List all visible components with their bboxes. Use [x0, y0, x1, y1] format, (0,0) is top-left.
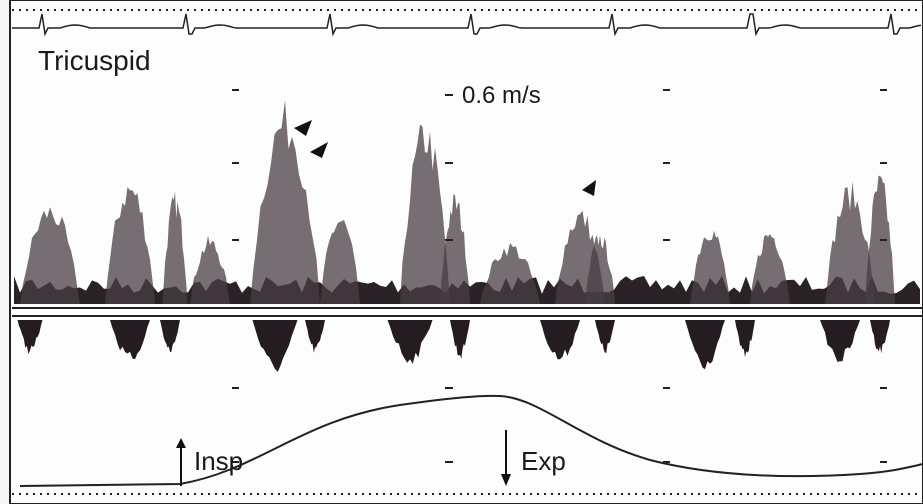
- insp-arrow-head: [176, 438, 186, 448]
- respiration-curve: [19, 394, 923, 487]
- doppler-envelope: [480, 243, 540, 304]
- doppler-envelope: [585, 235, 615, 304]
- doppler-envelope: [250, 100, 320, 304]
- arrowhead-marker: [294, 120, 312, 136]
- doppler-envelope: [750, 234, 790, 304]
- doppler-reverse: [450, 320, 470, 359]
- doppler-reverse: [870, 320, 890, 354]
- doppler-reverse: [735, 320, 755, 358]
- doppler-envelope: [162, 191, 188, 304]
- doppler-reverse: [820, 320, 860, 362]
- title: Tricuspid: [38, 45, 151, 76]
- doppler-reverse: [387, 320, 433, 364]
- exp-arrow-head: [501, 474, 511, 486]
- arrowhead-marker: [310, 142, 328, 158]
- ecg-trace: [12, 13, 922, 37]
- doppler-reverse: [110, 320, 150, 360]
- doppler-envelope: [105, 187, 155, 304]
- arrowhead-marker: [582, 180, 596, 196]
- doppler-reverse: [160, 320, 180, 352]
- scale-label: 0.6 m/s: [462, 82, 541, 109]
- doppler-reverse: [685, 320, 725, 370]
- doppler-envelope: [690, 230, 730, 304]
- insp-label: Insp: [194, 446, 243, 476]
- doppler-envelope: [825, 181, 875, 304]
- exp-label: Exp: [521, 446, 566, 476]
- doppler-envelope: [400, 124, 450, 304]
- doppler-reverse: [540, 320, 580, 360]
- doppler-envelope: [320, 220, 360, 304]
- doppler-envelope: [20, 207, 80, 304]
- doppler-reverse: [595, 320, 615, 353]
- doppler-reverse: [252, 320, 298, 372]
- doppler-reverse: [17, 320, 43, 355]
- scale-ticks: [232, 89, 887, 463]
- doppler-signal: [14, 100, 920, 372]
- doppler-reverse: [305, 320, 325, 353]
- doppler-envelope: [190, 235, 230, 304]
- doppler-envelope: [440, 194, 470, 304]
